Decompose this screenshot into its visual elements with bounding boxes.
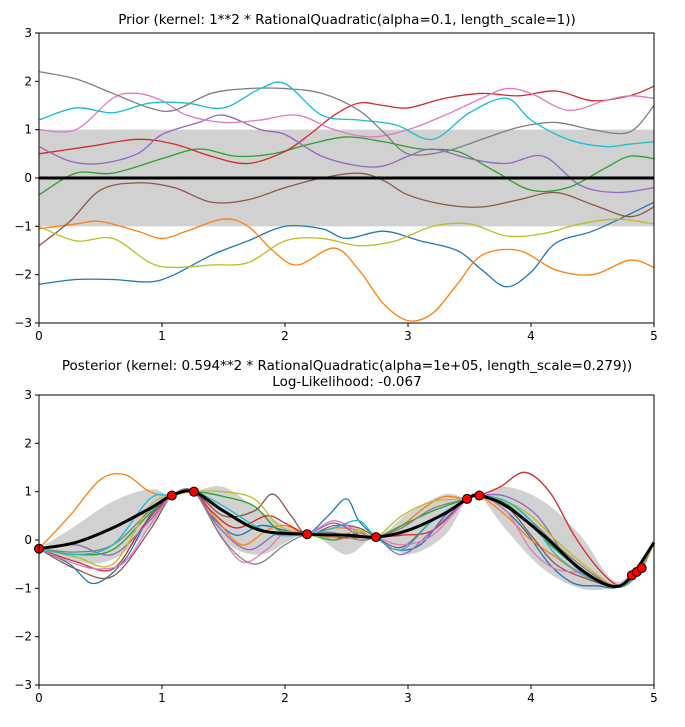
prior-ytick-label: −3 [14, 316, 32, 330]
prior-xtick-label: 4 [527, 329, 535, 343]
posterior-panel: Posterior (kernel: 0.594**2 * RationalQu… [14, 358, 658, 705]
posterior-observations-layer [34, 486, 647, 581]
posterior-ytick-label: 1 [24, 485, 32, 499]
prior-ytick-label: −2 [14, 268, 32, 282]
prior-ytick-label: −1 [14, 219, 32, 233]
posterior-ytick-label: −1 [14, 581, 32, 595]
posterior-xtick-label: 5 [650, 691, 658, 705]
prior-sample-line-10 [38, 81, 655, 148]
prior-sample-line-6 [38, 172, 655, 247]
prior-ytick-label: 0 [24, 171, 32, 185]
prior-xtick-label: 1 [158, 329, 166, 343]
prior-title: Prior (kernel: 1**2 * RationalQuadratic(… [118, 12, 576, 28]
prior-xtick-label: 5 [650, 329, 658, 343]
posterior-subtitle: Log-Likelihood: -0.067 [272, 374, 421, 390]
posterior-sample-line-7 [38, 488, 655, 589]
prior-sample-line-5 [38, 114, 655, 194]
prior-xtick-label: 2 [281, 329, 289, 343]
prior-sample-line-1 [38, 201, 655, 288]
prior-ytick-label: 2 [24, 74, 32, 88]
posterior-xtick-label: 1 [158, 691, 166, 705]
prior-sample-line-4 [38, 85, 655, 165]
prior-ytick-label: 1 [24, 123, 32, 137]
prior-sample-line-8 [38, 71, 655, 156]
posterior-observation-point [462, 493, 473, 504]
posterior-xtick-label: 2 [281, 691, 289, 705]
posterior-observation-point [371, 532, 382, 543]
prior-panel: Prior (kernel: 1**2 * RationalQuadratic(… [14, 12, 658, 343]
prior-ticks-layer: 0 1 2 3 4 5 −3 −2 −1 0 1 2 3 [14, 26, 658, 343]
posterior-ytick-label: −3 [14, 678, 32, 692]
posterior-observation-point [188, 486, 199, 497]
posterior-observation-point [302, 529, 313, 540]
prior-sample-line-3 [38, 136, 655, 196]
posterior-observation-point [636, 563, 647, 574]
posterior-ytick-label: 3 [24, 388, 32, 402]
prior-sample-line-9 [38, 218, 655, 269]
posterior-xtick-label: 0 [35, 691, 43, 705]
posterior-ticks-layer: 0 1 2 3 4 5 −3 −2 −1 0 1 2 3 [14, 388, 658, 705]
posterior-xtick-label: 3 [404, 691, 412, 705]
posterior-ytick-label: 2 [24, 436, 32, 450]
prior-sample-line-2 [38, 218, 655, 322]
prior-xtick-label: 0 [35, 329, 43, 343]
prior-sample-line-7 [38, 87, 655, 138]
prior-ytick-label: 3 [24, 26, 32, 40]
posterior-title: Posterior (kernel: 0.594**2 * RationalQu… [62, 358, 632, 374]
posterior-ytick-label: 0 [24, 533, 32, 547]
posterior-observation-point [166, 490, 177, 501]
prior-samples-layer [38, 71, 655, 322]
posterior-ytick-label: −2 [14, 630, 32, 644]
prior-xtick-label: 3 [404, 329, 412, 343]
posterior-observation-point [474, 490, 485, 501]
posterior-xtick-label: 4 [527, 691, 535, 705]
